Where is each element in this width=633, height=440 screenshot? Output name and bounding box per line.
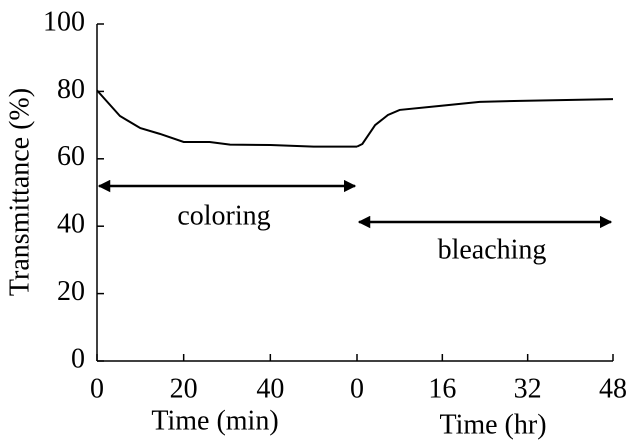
- x-axis-label: Time (hr): [439, 409, 546, 440]
- x-axis-label: Time (min): [151, 405, 278, 436]
- y-tick-label: 100: [43, 6, 85, 37]
- x-tick-label: 0: [90, 373, 104, 404]
- y-tick-label: 60: [57, 141, 85, 172]
- y-tick-label: 40: [57, 209, 85, 240]
- y-tick-label: 20: [57, 276, 85, 307]
- annotation: coloring: [177, 200, 270, 231]
- y-axis-label: Transmittance (%): [4, 88, 35, 296]
- x-tick-label: 16: [428, 373, 456, 404]
- x-tick-label: 40: [256, 373, 284, 404]
- x-tick-label: 20: [170, 373, 198, 404]
- x-tick-label: 0: [350, 373, 364, 404]
- x-tick-label: 48: [599, 373, 627, 404]
- x-tick-label: 32: [514, 373, 542, 404]
- y-tick-label: 0: [71, 343, 85, 374]
- y-tick-label: 80: [57, 74, 85, 105]
- annotation: bleaching: [438, 234, 547, 265]
- line: [356, 98, 614, 148]
- line: [96, 89, 357, 148]
